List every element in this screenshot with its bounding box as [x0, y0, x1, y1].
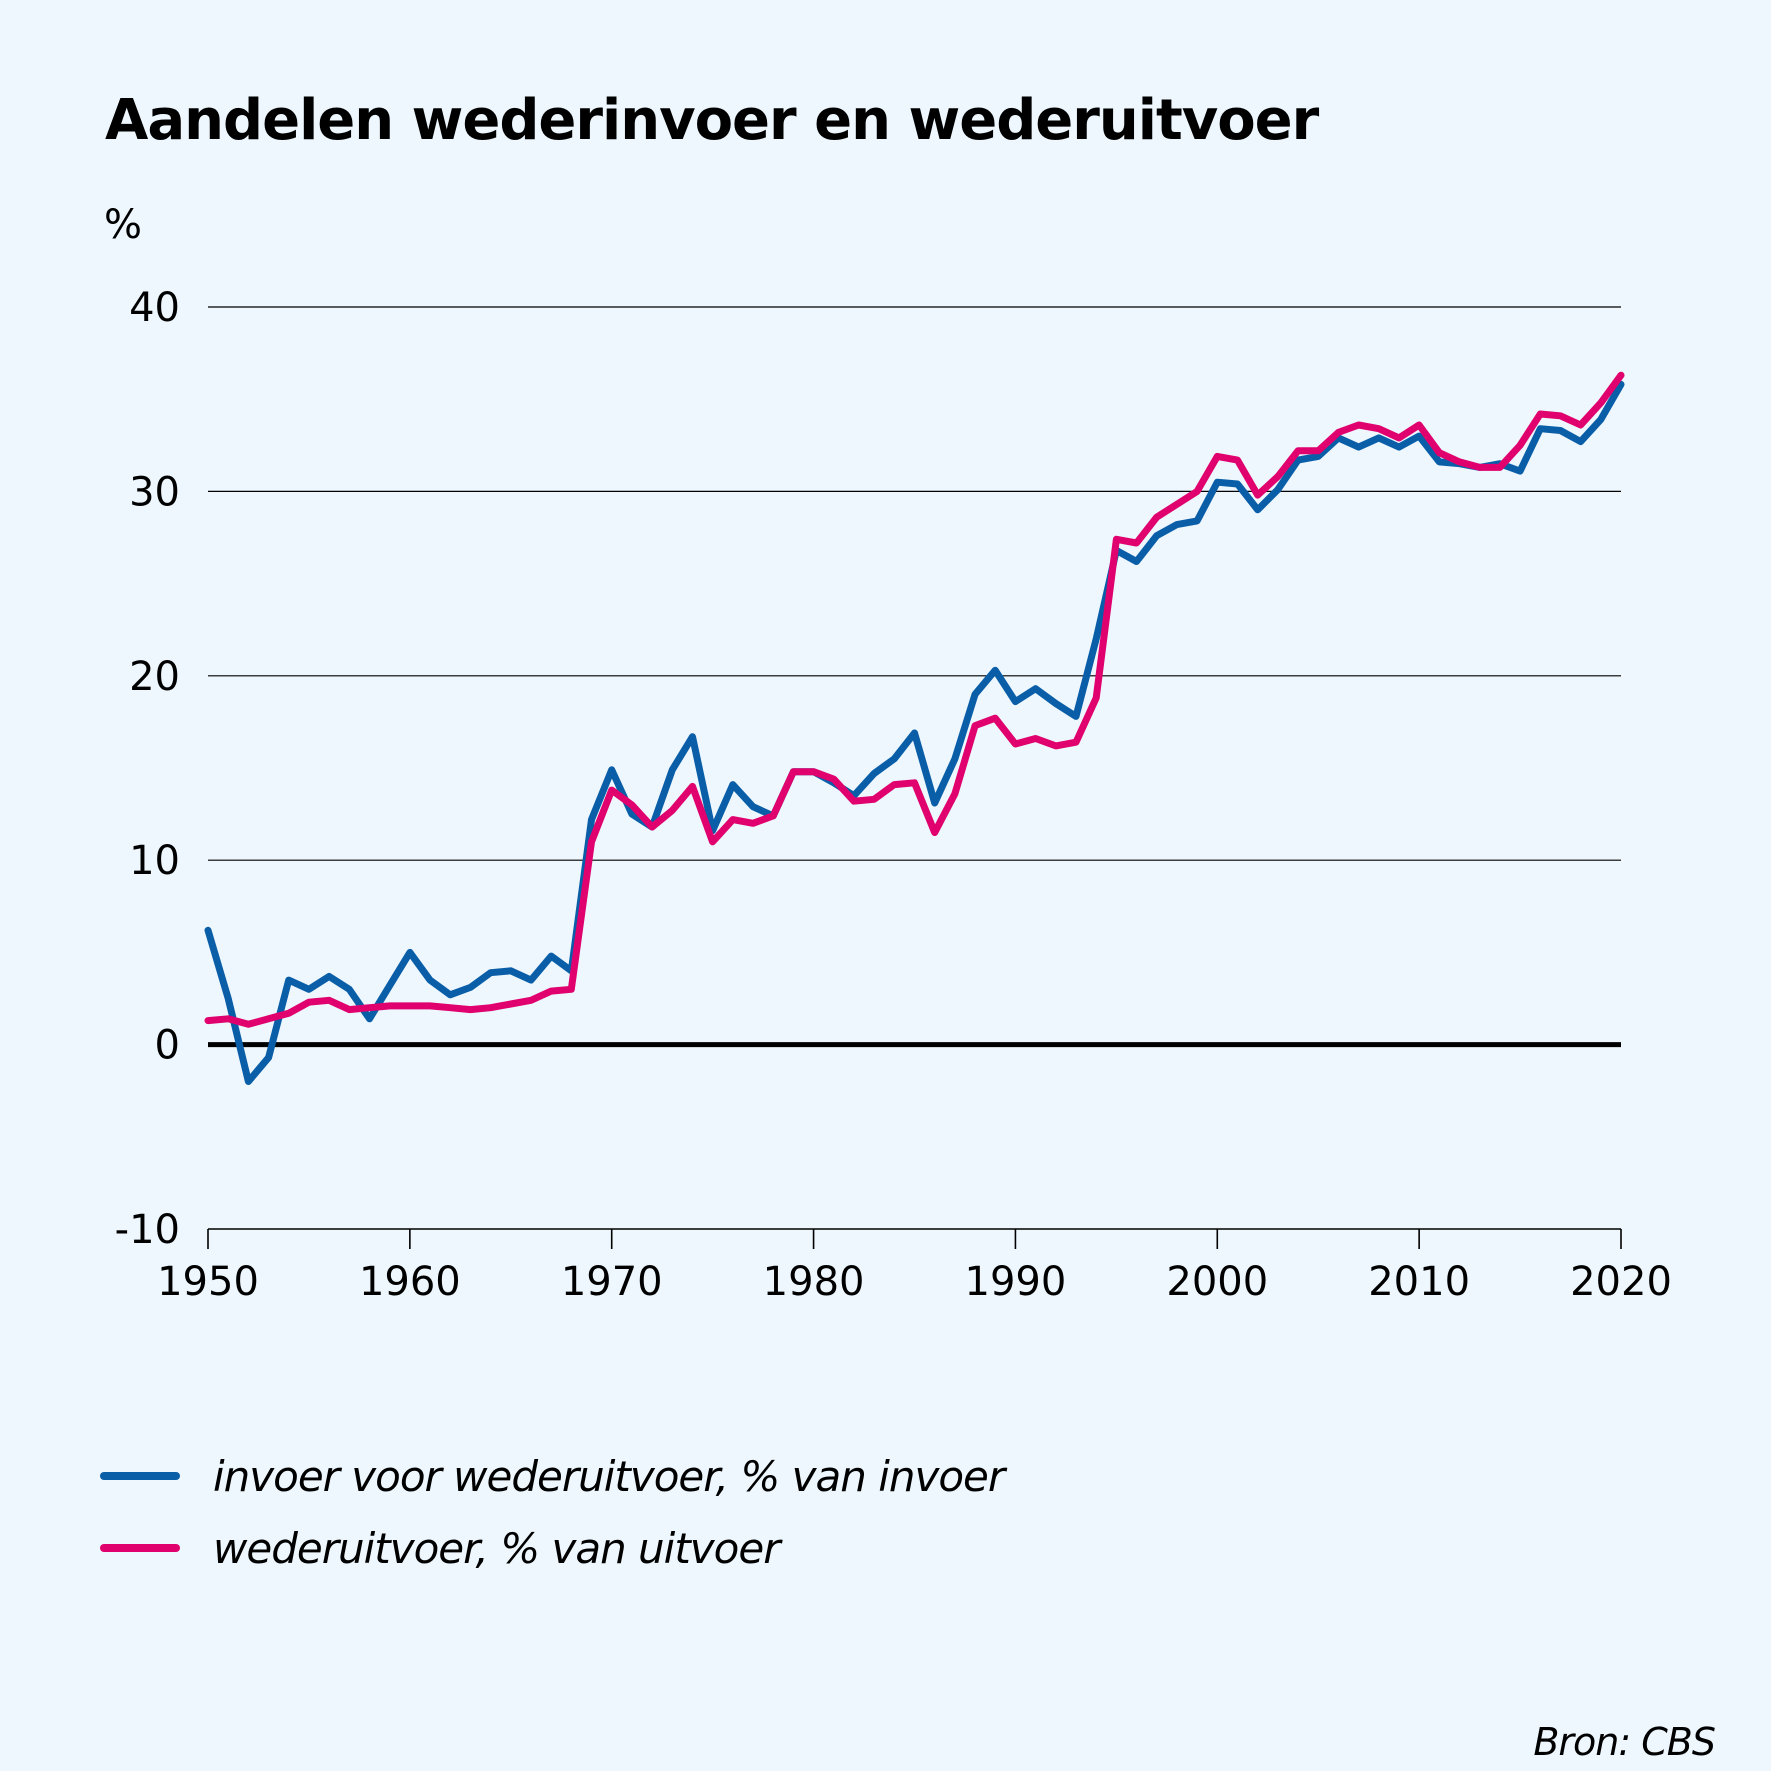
legend-item-wederuitvoer: wederuitvoer, % van uitvoer [100, 1512, 1004, 1584]
source-note: Bron: CBS [1533, 1720, 1716, 1764]
y-tick-label: -10 [115, 1207, 180, 1253]
chart-legend: invoer voor wederuitvoer, % van invoer w… [100, 1440, 1005, 1584]
x-tick-label: 1970 [561, 1259, 663, 1305]
legend-swatch-invoer [100, 1472, 180, 1480]
legend-label-wederuitvoer: wederuitvoer, % van uitvoer [213, 1523, 780, 1573]
x-tick-label: 2000 [1166, 1259, 1268, 1305]
series-line-invoer [204, 380, 1625, 1085]
x-tick-label: 1960 [359, 1259, 461, 1305]
y-tick-label: 30 [129, 469, 180, 515]
y-tick-label: 20 [129, 654, 180, 700]
y-tick-label: 10 [129, 838, 180, 884]
x-tick-label: 1980 [763, 1259, 865, 1305]
legend-label-invoer: invoer voor wederuitvoer, % van invoer [213, 1451, 1005, 1501]
legend-swatch-wederuitvoer [100, 1544, 180, 1552]
x-tick-label: 1990 [965, 1259, 1067, 1305]
y-axis-unit-label: % [104, 202, 143, 248]
series-line-wederuitvoer [204, 371, 1625, 1028]
chart-title: Aandelen wederinvoer en wederuitvoer [105, 88, 1319, 153]
y-tick-label: 40 [129, 285, 180, 331]
x-tick-label: 2010 [1368, 1259, 1470, 1305]
y-tick-label: 0 [155, 1023, 180, 1069]
x-tick-label: 2020 [1570, 1259, 1672, 1305]
legend-item-invoer: invoer voor wederuitvoer, % van invoer [100, 1440, 1005, 1512]
x-tick-label: 1950 [157, 1259, 259, 1305]
